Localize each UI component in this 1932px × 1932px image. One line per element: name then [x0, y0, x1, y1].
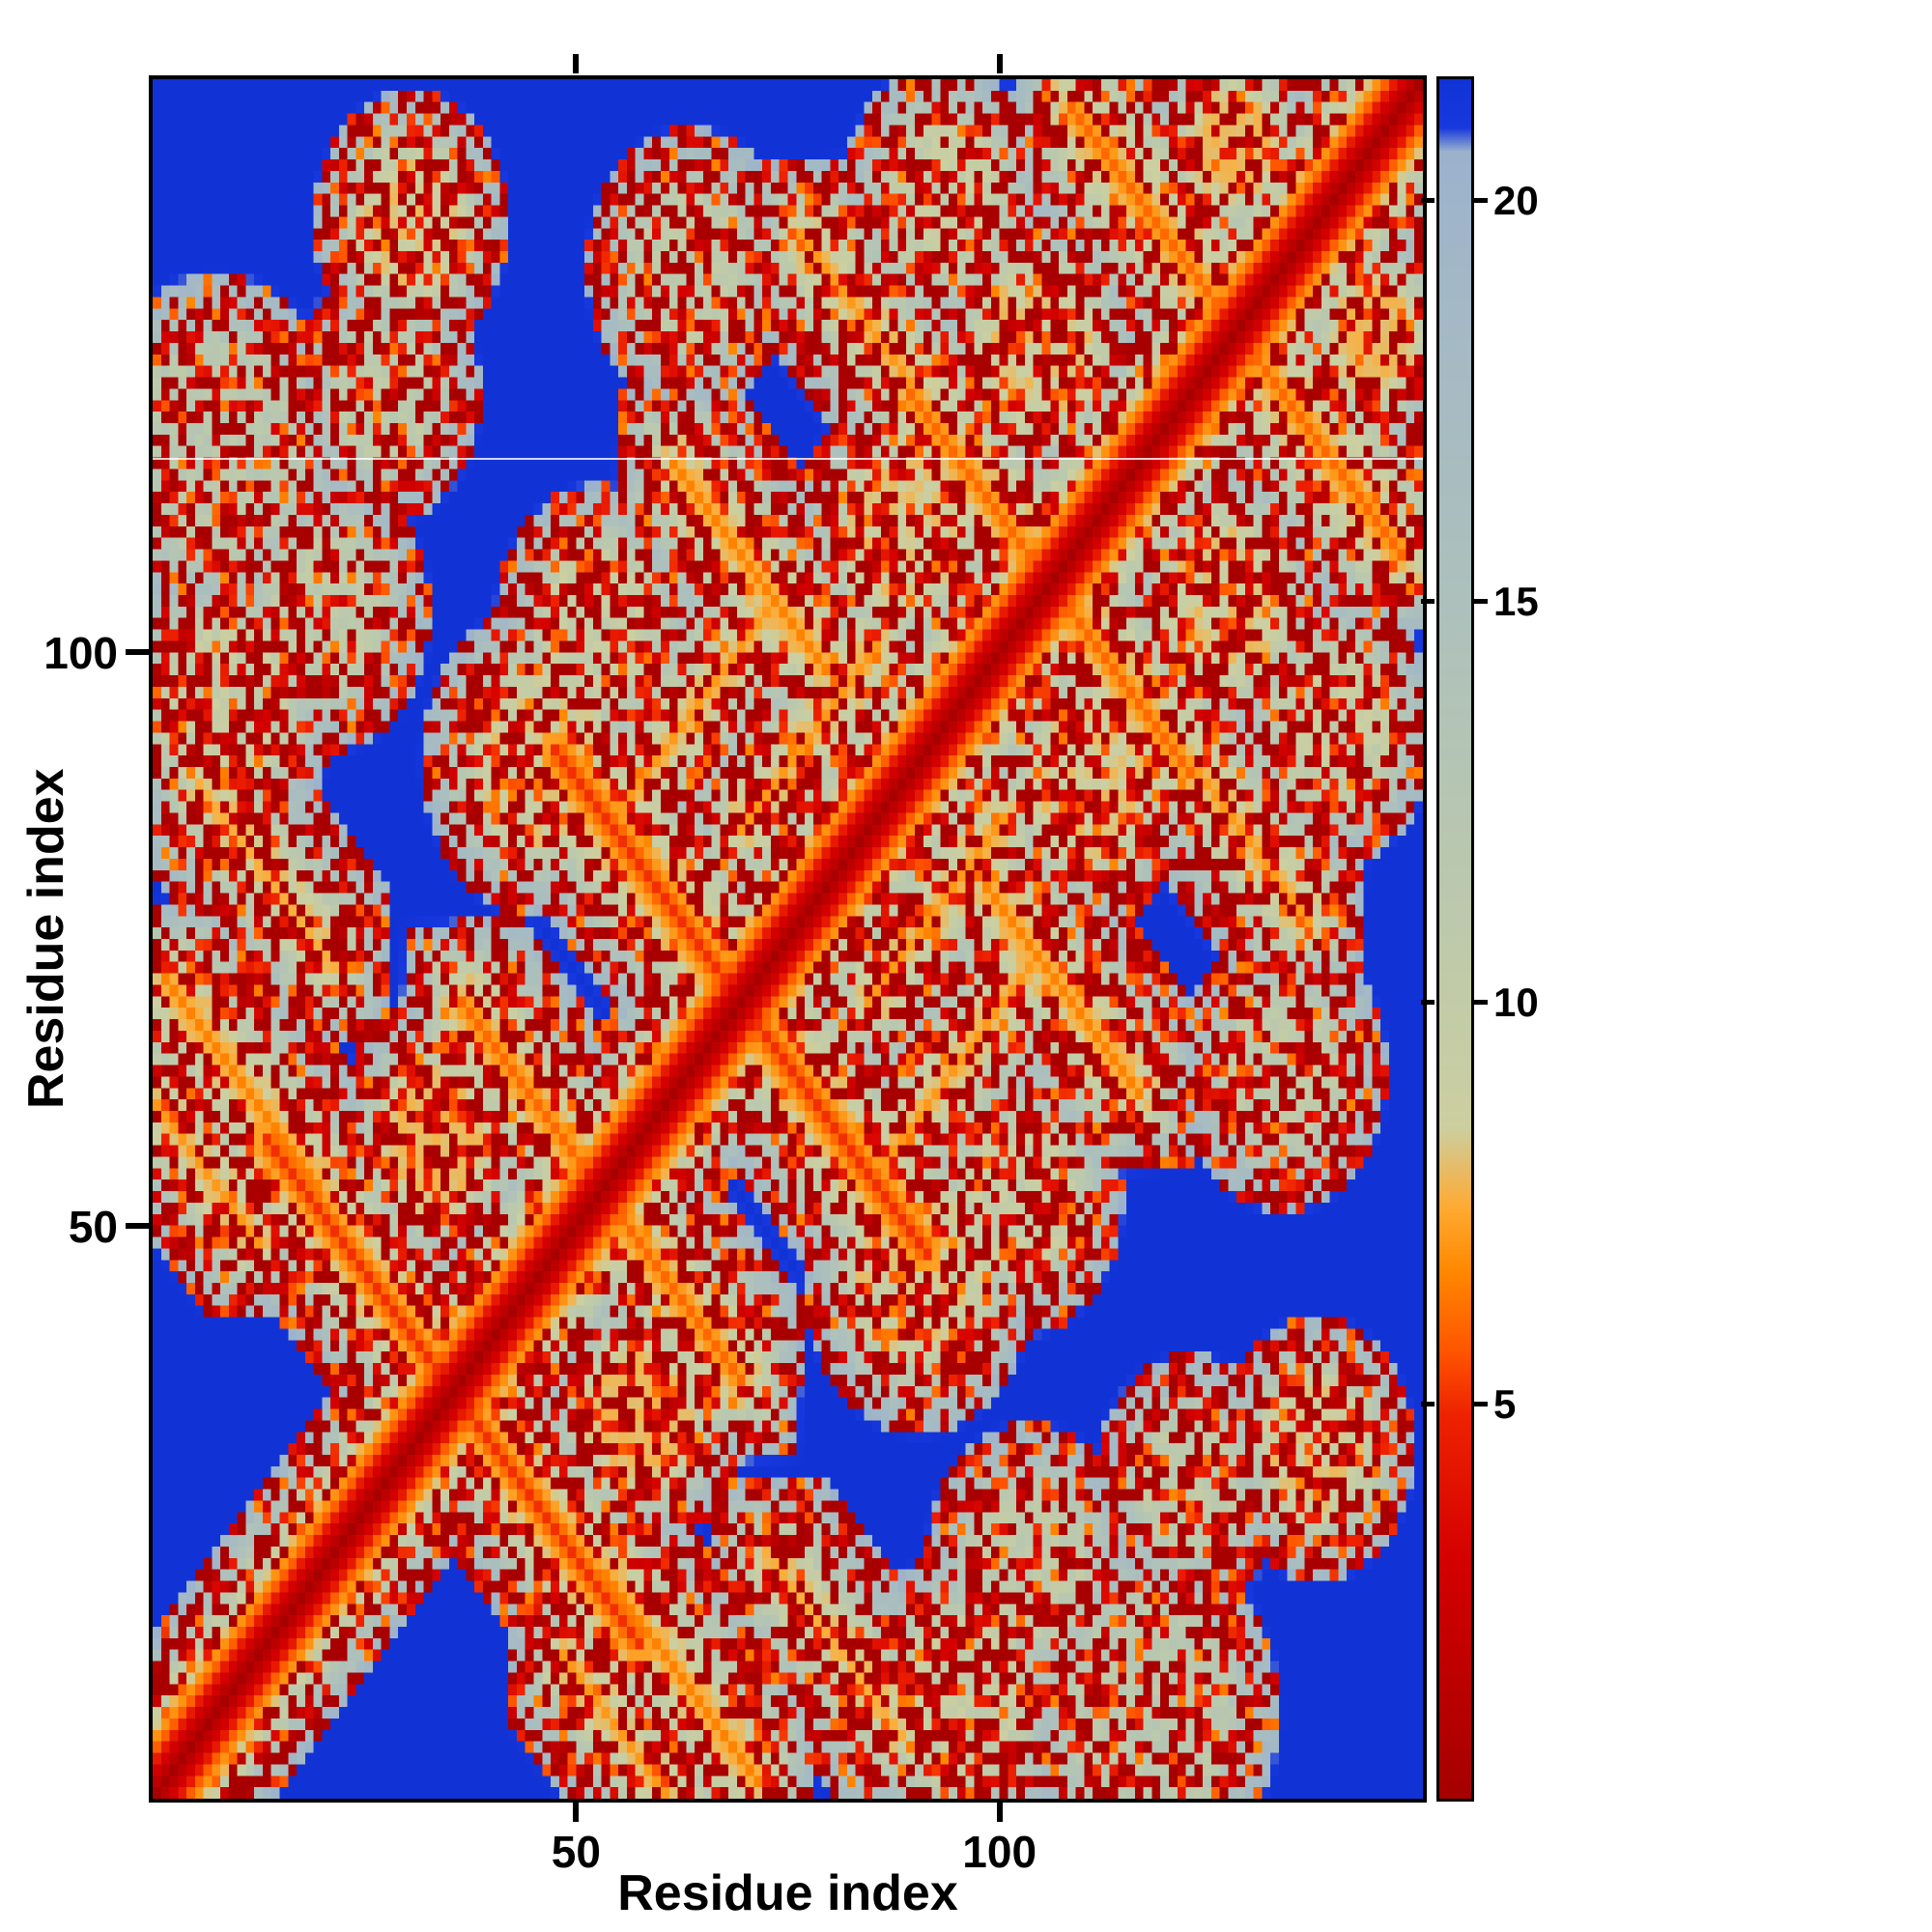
y-axis-label: Residue index — [18, 768, 74, 1110]
x-tick-mark-top — [573, 54, 580, 73]
colorbar-tick-label: 20 — [1493, 177, 1539, 223]
colorbar-tick-label: 5 — [1493, 1380, 1517, 1427]
x-tick-mark — [996, 1803, 1003, 1822]
colorbar-tick-label: 10 — [1493, 980, 1539, 1026]
colorbar-tick-mark — [1421, 197, 1435, 203]
colorbar-tick-mark — [1421, 598, 1435, 604]
colorbar-tick-mark-right — [1474, 598, 1488, 604]
colorbar-tick-mark-right — [1474, 1401, 1488, 1406]
colorbar-tick-label: 15 — [1493, 578, 1539, 624]
x-axis-label: Residue index — [617, 1865, 958, 1921]
y-tick-label: 50 — [68, 1201, 118, 1252]
y-tick-label: 100 — [43, 628, 118, 679]
x-tick-label: 50 — [551, 1827, 601, 1877]
x-tick-label: 100 — [962, 1827, 1037, 1877]
colorbar-tick-mark-right — [1474, 1000, 1488, 1006]
x-tick-mark-top — [996, 54, 1003, 73]
y-tick-mark — [126, 1222, 149, 1229]
colorbar-tick-mark-right — [1474, 197, 1488, 203]
x-tick-mark — [573, 1803, 580, 1822]
colorbar-tick-mark — [1421, 1401, 1435, 1406]
artifact-line — [153, 457, 1423, 460]
residue-distance-heatmap — [153, 79, 1423, 1799]
colorbar-gradient — [1439, 79, 1471, 1799]
y-tick-mark — [126, 649, 149, 656]
colorbar-tick-mark — [1421, 1000, 1435, 1006]
